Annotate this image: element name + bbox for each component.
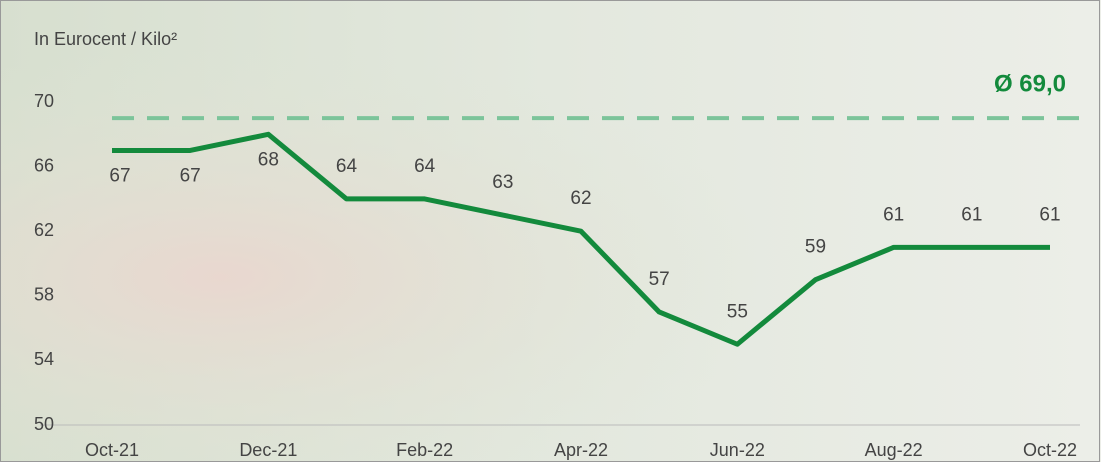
x-tick-label: Oct-22 [1023, 440, 1077, 460]
data-label: 61 [1039, 204, 1060, 225]
data-label: 64 [414, 156, 436, 177]
average-label: Ø 69,0 [994, 70, 1066, 97]
data-label: 62 [570, 188, 591, 209]
axis-label: In Eurocent / Kilo² [34, 29, 177, 49]
y-tick-label: 54 [34, 349, 54, 369]
data-label: 63 [492, 172, 513, 193]
data-label: 67 [180, 165, 201, 186]
x-tick-label: Apr-22 [554, 440, 608, 460]
data-label: 64 [336, 156, 358, 177]
y-tick-label: 58 [34, 285, 54, 305]
data-label: 59 [805, 237, 826, 258]
x-tick-label: Dec-21 [239, 440, 297, 460]
data-label: 68 [258, 149, 279, 170]
data-label: 55 [727, 301, 748, 322]
y-tick-label: 50 [34, 414, 54, 434]
data-label: 61 [883, 204, 904, 225]
background-tint [0, 0, 1101, 462]
y-tick-label: 66 [34, 155, 54, 175]
x-tick-label: Feb-22 [396, 440, 453, 460]
chart: In Eurocent / Kilo² 50 54 58 62 66 70 Oct-21 De… [0, 0, 1101, 462]
y-tick-label: 62 [34, 220, 54, 240]
x-tick-label: Jun-22 [710, 440, 765, 460]
data-label: 57 [649, 269, 670, 290]
data-label: 67 [109, 165, 130, 186]
data-label: 61 [961, 204, 982, 225]
x-tick-label: Oct-21 [85, 440, 139, 460]
y-tick-label: 70 [34, 91, 54, 111]
x-tick-label: Aug-22 [865, 440, 923, 460]
